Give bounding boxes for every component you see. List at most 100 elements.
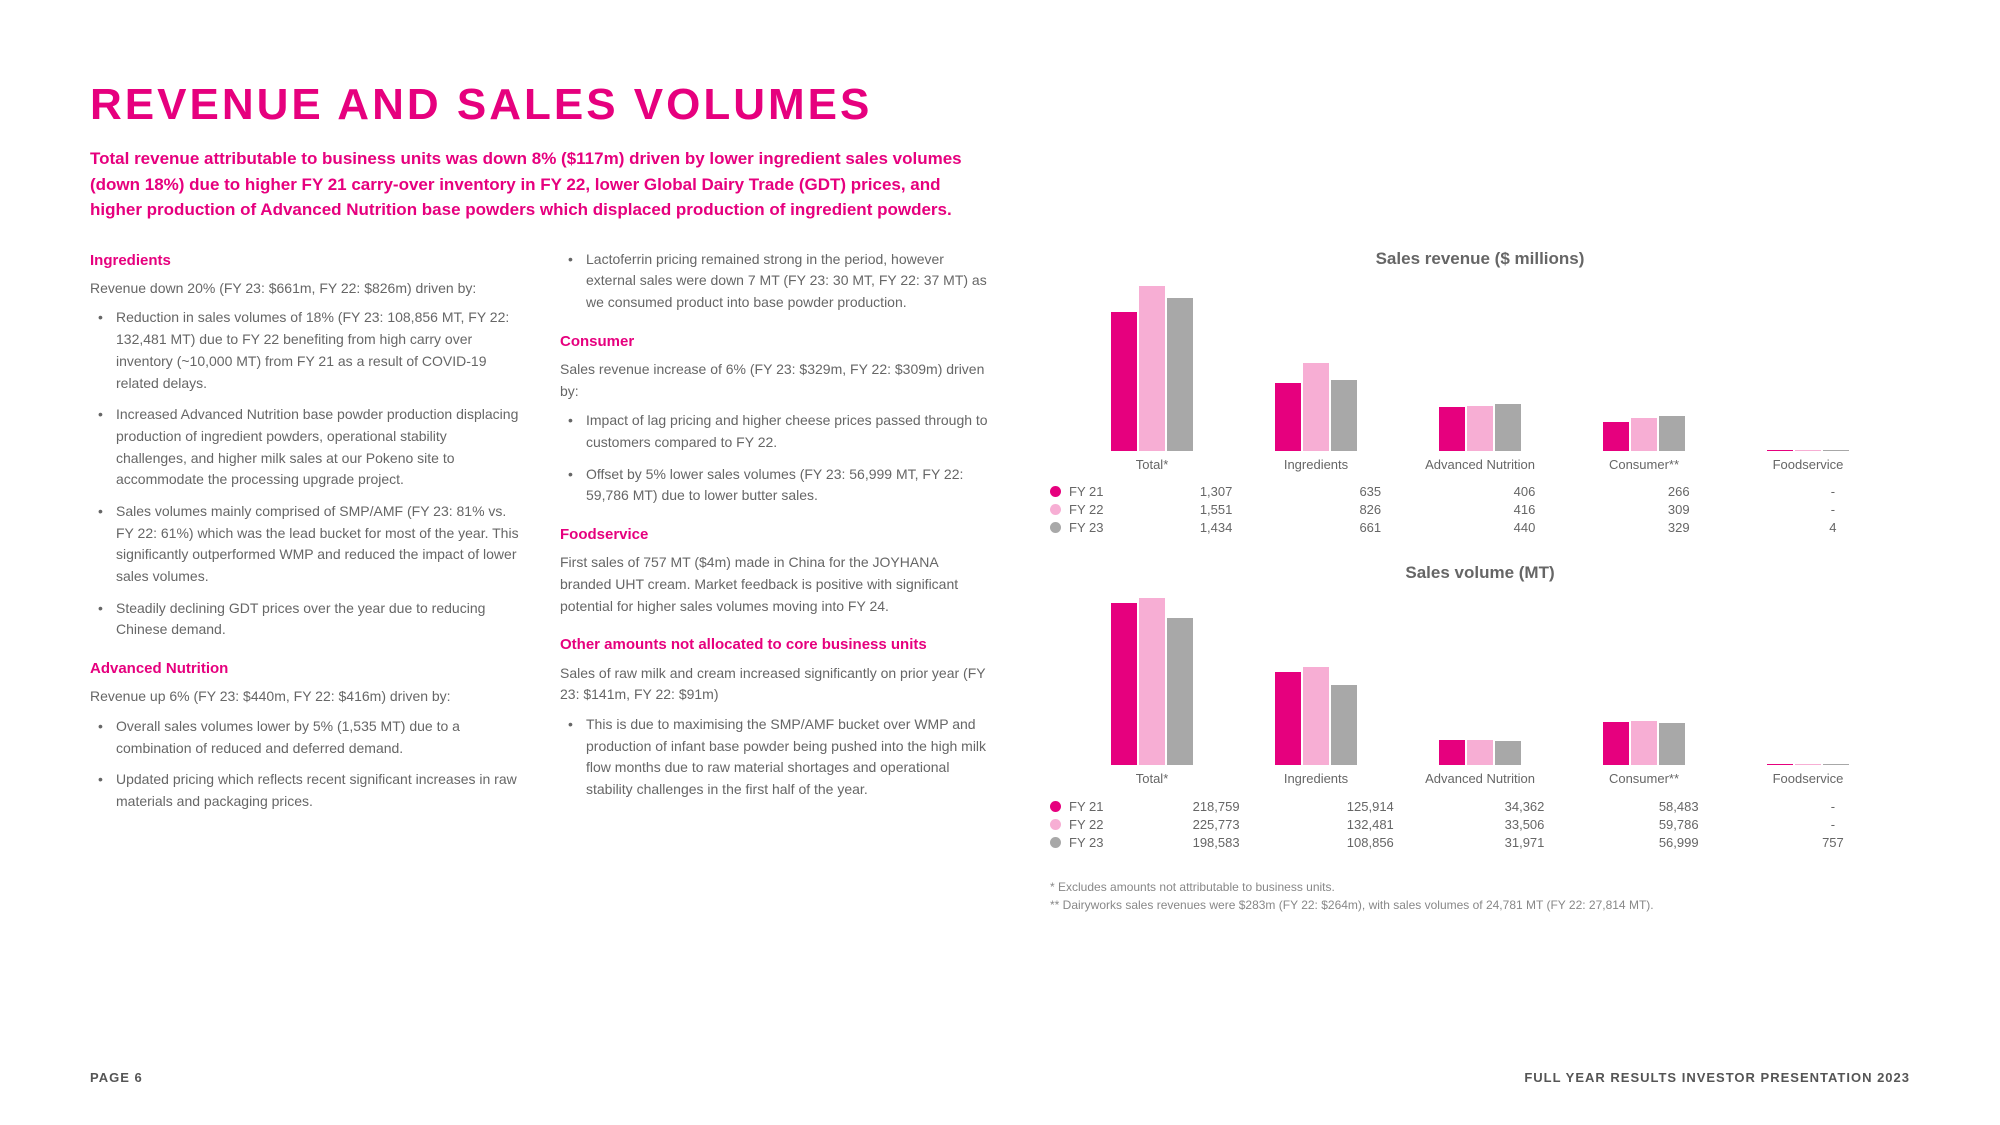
cell: 1,551	[1139, 502, 1293, 517]
column-right: Sales revenue ($ millions) Total* Ingred…	[1030, 249, 1910, 914]
volume-bars	[1050, 595, 1910, 765]
bar	[1823, 764, 1849, 765]
cat-label: Ingredients	[1234, 457, 1398, 473]
cell: 440	[1447, 520, 1601, 535]
list-item: Updated pricing which reflects recent si…	[90, 769, 520, 812]
foodservice-text: First sales of 757 MT ($4m) made in Chin…	[560, 552, 990, 617]
ingredients-intro: Revenue down 20% (FY 23: $661m, FY 22: $…	[90, 278, 520, 300]
revenue-table: FY 21 1,307 635 406 266 - FY 22 1,551 82…	[1050, 484, 1910, 535]
bar	[1823, 450, 1849, 451]
list-item: Sales volumes mainly comprised of SMP/AM…	[90, 501, 520, 588]
cell: -	[1756, 817, 1910, 832]
bar	[1331, 380, 1357, 450]
advnut-intro: Revenue up 6% (FY 23: $440m, FY 22: $416…	[90, 686, 520, 708]
bar	[1111, 312, 1137, 451]
legend-dot-fy22	[1050, 504, 1061, 515]
list-item: Overall sales volumes lower by 5% (1,535…	[90, 716, 520, 759]
legend-label: FY 22	[1069, 817, 1139, 832]
volume-chart-title: Sales volume (MT)	[1050, 563, 1910, 583]
footnotes: * Excludes amounts not attributable to b…	[1050, 878, 1910, 914]
table-row: FY 21 218,759 125,914 34,362 58,483 -	[1050, 799, 1910, 814]
bar	[1795, 764, 1821, 765]
bar	[1167, 618, 1193, 765]
heading-foodservice: Foodservice	[560, 523, 990, 546]
cat-label: Foodservice	[1726, 457, 1890, 473]
bar	[1139, 598, 1165, 765]
legend-dot-fy23	[1050, 522, 1061, 533]
bar	[1467, 406, 1493, 450]
bar-group	[1562, 721, 1726, 765]
legend-label: FY 23	[1069, 520, 1139, 535]
legend-dot-fy21	[1050, 486, 1061, 497]
ingredients-list: Reduction in sales volumes of 18% (FY 23…	[90, 307, 520, 641]
cell: 329	[1602, 520, 1756, 535]
cell: 108,856	[1293, 835, 1447, 850]
list-item: Offset by 5% lower sales volumes (FY 23:…	[560, 464, 990, 507]
bar	[1303, 667, 1329, 765]
bar	[1139, 286, 1165, 451]
page-footer: PAGE 6 FULL YEAR RESULTS INVESTOR PRESEN…	[90, 1070, 1910, 1085]
cell: 661	[1293, 520, 1447, 535]
table-row: FY 21 1,307 635 406 266 -	[1050, 484, 1910, 499]
bar-group	[1726, 764, 1890, 765]
list-item: This is due to maximising the SMP/AMF bu…	[560, 714, 990, 801]
bar	[1167, 298, 1193, 450]
legend-label: FY 21	[1069, 799, 1139, 814]
heading-ingredients: Ingredients	[90, 249, 520, 272]
bar	[1767, 450, 1793, 451]
revenue-category-labels: Total* Ingredients Advanced Nutrition Co…	[1050, 457, 1910, 473]
consumer-list: Impact of lag pricing and higher cheese …	[560, 410, 990, 507]
footnote: ** Dairyworks sales revenues were $283m …	[1050, 896, 1910, 914]
cell: 1,307	[1139, 484, 1293, 499]
bar	[1111, 603, 1137, 765]
cell: 225,773	[1139, 817, 1293, 832]
advnut-list: Overall sales volumes lower by 5% (1,535…	[90, 716, 520, 813]
list-item: Steadily declining GDT prices over the y…	[90, 598, 520, 641]
bar	[1467, 740, 1493, 765]
volume-category-labels: Total* Ingredients Advanced Nutrition Co…	[1050, 771, 1910, 787]
revenue-chart: Sales revenue ($ millions) Total* Ingred…	[1050, 249, 1910, 536]
cat-label: Advanced Nutrition	[1398, 771, 1562, 787]
bar	[1603, 722, 1629, 765]
bar	[1631, 418, 1657, 451]
cat-label: Total*	[1070, 457, 1234, 473]
footnote: * Excludes amounts not attributable to b…	[1050, 878, 1910, 896]
bar-group	[1070, 598, 1234, 765]
cell: -	[1756, 484, 1910, 499]
bar	[1659, 416, 1685, 451]
bar-group	[1726, 450, 1890, 451]
bar	[1439, 740, 1465, 765]
other-intro: Sales of raw milk and cream increased si…	[560, 663, 990, 706]
legend-dot-fy23	[1050, 837, 1061, 848]
bar	[1795, 450, 1821, 451]
cell: 33,506	[1447, 817, 1601, 832]
bar-group	[1398, 740, 1562, 765]
cell: 635	[1293, 484, 1447, 499]
cat-label: Consumer**	[1562, 771, 1726, 787]
cell: 56,999	[1602, 835, 1756, 850]
cell: 4	[1756, 520, 1910, 535]
cell: 309	[1602, 502, 1756, 517]
table-row: FY 22 225,773 132,481 33,506 59,786 -	[1050, 817, 1910, 832]
bar	[1303, 363, 1329, 451]
column-left: Ingredients Revenue down 20% (FY 23: $66…	[90, 249, 520, 914]
revenue-bars	[1050, 281, 1910, 451]
cell: 826	[1293, 502, 1447, 517]
cat-label: Foodservice	[1726, 771, 1890, 787]
cell: 34,362	[1447, 799, 1601, 814]
bar-group	[1234, 363, 1398, 451]
page-title: REVENUE AND SALES VOLUMES	[90, 80, 1910, 130]
revenue-chart-title: Sales revenue ($ millions)	[1050, 249, 1910, 269]
cell: 132,481	[1293, 817, 1447, 832]
page-number: PAGE 6	[90, 1070, 143, 1085]
legend-label: FY 23	[1069, 835, 1139, 850]
bar	[1603, 422, 1629, 450]
heading-advanced-nutrition: Advanced Nutrition	[90, 657, 520, 680]
legend-dot-fy21	[1050, 801, 1061, 812]
cell: 125,914	[1293, 799, 1447, 814]
cell: 218,759	[1139, 799, 1293, 814]
cat-label: Total*	[1070, 771, 1234, 787]
cell: 198,583	[1139, 835, 1293, 850]
bar	[1331, 685, 1357, 765]
heading-other: Other amounts not allocated to core busi…	[560, 633, 990, 656]
